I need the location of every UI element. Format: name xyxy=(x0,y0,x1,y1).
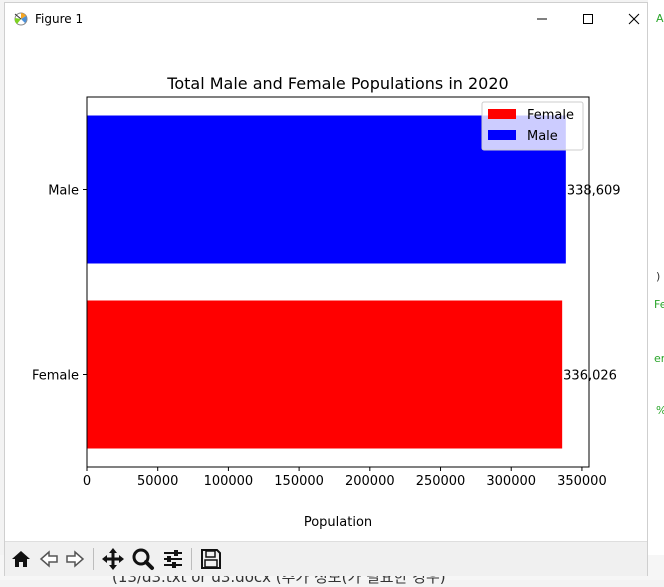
forward-button[interactable] xyxy=(63,547,87,571)
bar-female xyxy=(87,300,563,449)
y-tick-label: Female xyxy=(32,369,79,384)
plot-frame xyxy=(86,96,590,468)
data-label-female: 336,026 xyxy=(563,369,617,384)
close-icon xyxy=(628,13,640,25)
background-glyph: Fe xyxy=(654,298,664,311)
back-button[interactable] xyxy=(37,547,61,571)
toolbar-separator xyxy=(191,548,192,570)
save-icon xyxy=(201,549,221,569)
x-tick-label: 350000 xyxy=(557,474,607,489)
figure-canvas[interactable]: Total Male and Female Populations in 202… xyxy=(5,35,647,541)
legend-swatch-female xyxy=(488,109,516,119)
toolbar-separator xyxy=(93,548,94,570)
legend: Female Male xyxy=(481,101,584,151)
window-title: Figure 1 xyxy=(35,12,84,26)
maximize-button[interactable] xyxy=(565,3,611,35)
home-button[interactable] xyxy=(9,547,33,571)
legend-swatch-male xyxy=(488,130,516,140)
configure-subplots-button[interactable] xyxy=(161,547,185,571)
forward-icon xyxy=(66,550,85,568)
minimize-icon xyxy=(537,18,547,20)
matplotlib-app-icon xyxy=(13,11,29,27)
background-editor-strip xyxy=(648,0,664,580)
title-bar[interactable]: Figure 1 xyxy=(5,3,647,35)
minimize-button[interactable] xyxy=(519,3,565,35)
configure-subplots-icon xyxy=(164,550,182,568)
y-tick-label: Male xyxy=(48,184,79,199)
pan-button[interactable] xyxy=(101,547,125,571)
zoom-icon xyxy=(132,548,154,570)
data-label-male: 338,609 xyxy=(567,184,621,199)
save-button[interactable] xyxy=(199,547,223,571)
x-tick-label: 100000 xyxy=(204,474,254,489)
background-glyph: % xyxy=(656,404,664,417)
bar-chart: Total Male and Female Populations in 202… xyxy=(32,74,621,530)
close-button[interactable] xyxy=(611,3,657,35)
x-tick-label: 50000 xyxy=(137,474,178,489)
x-tick-label: 150000 xyxy=(274,474,324,489)
legend-label-female: Female xyxy=(527,108,574,123)
back-icon xyxy=(39,550,58,568)
pan-icon xyxy=(102,548,124,570)
x-tick-label: 0 xyxy=(83,474,91,489)
chart-title: Total Male and Female Populations in 202… xyxy=(166,74,508,93)
maximize-icon xyxy=(583,14,593,24)
background-glyph: ) xyxy=(656,270,661,283)
figure-window: Figure 1 Total Male and Female Populatio… xyxy=(4,2,648,576)
navigation-toolbar xyxy=(5,541,647,576)
x-tick-label: 300000 xyxy=(486,474,536,489)
background-glyph: en xyxy=(654,352,664,365)
x-tick-label: 200000 xyxy=(345,474,395,489)
x-axis-label: Population xyxy=(304,515,372,530)
home-icon xyxy=(12,551,30,567)
x-tick-label: 250000 xyxy=(416,474,466,489)
zoom-button[interactable] xyxy=(131,547,155,571)
background-glyph: A xyxy=(656,12,664,25)
legend-label-male: Male xyxy=(527,129,558,144)
